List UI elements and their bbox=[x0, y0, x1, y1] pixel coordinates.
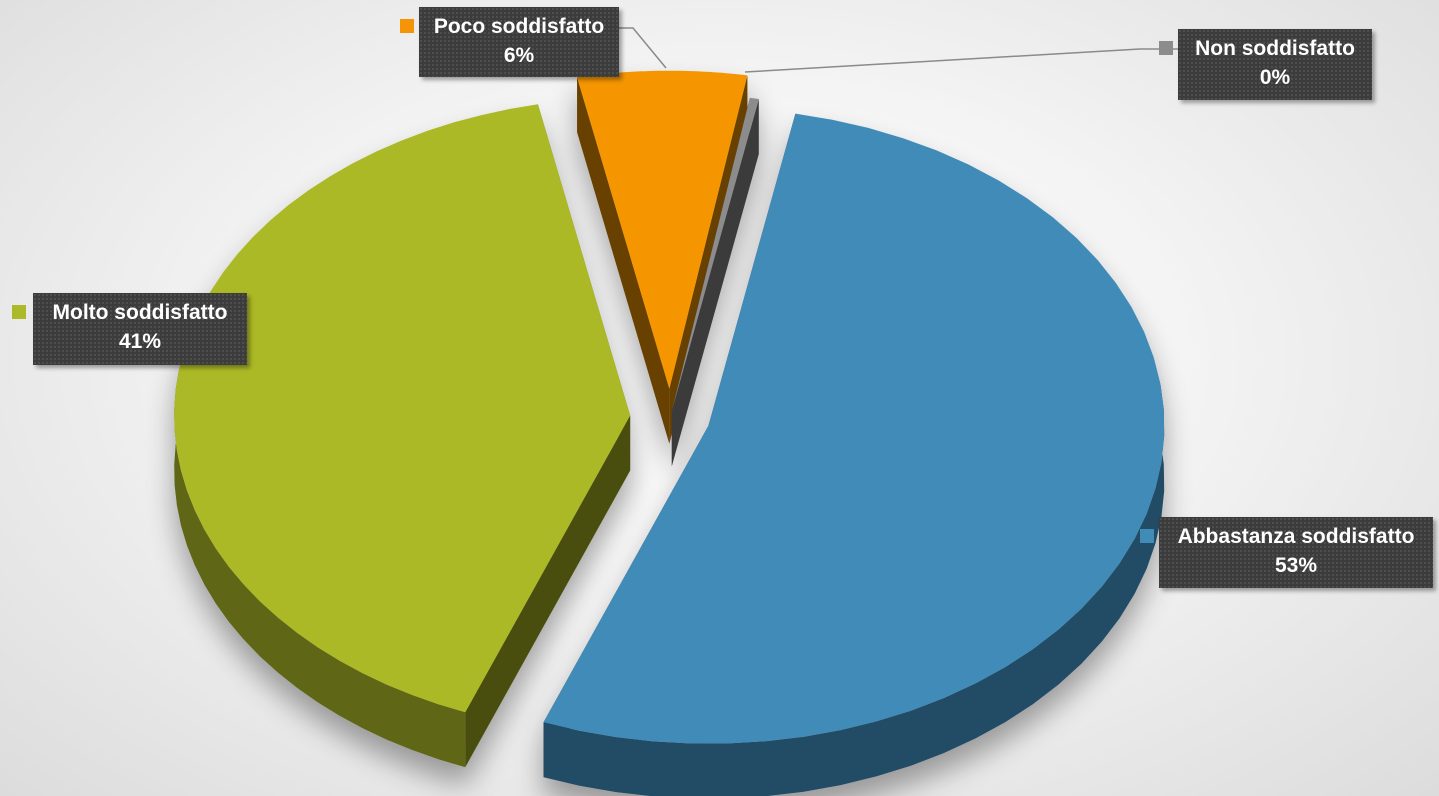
pie-slice-non-soddisfatto-top bbox=[671, 97, 759, 412]
pie-slice-molto-soddisfatto bbox=[174, 104, 631, 768]
legend-key-abbastanza-soddisfatto bbox=[1140, 529, 1154, 543]
legend-key-molto-soddisfatto bbox=[12, 305, 26, 319]
data-label-poco-soddisfatto-name: Poco soddisfatto bbox=[433, 15, 605, 38]
data-label-non-soddisfatto: Non soddisfatto 0% bbox=[1178, 29, 1372, 100]
legend-key-poco-soddisfatto bbox=[400, 19, 414, 33]
leader-lines bbox=[619, 27, 1178, 73]
leader-line-poco-soddisfatto bbox=[619, 27, 667, 69]
pie-slice-poco-soddisfatto-side bbox=[577, 77, 670, 444]
pie-slice-molto-soddisfatto-side bbox=[465, 415, 631, 768]
data-label-molto-soddisfatto-name: Molto soddisfatto bbox=[52, 301, 228, 324]
pie-slice-poco-soddisfatto-top bbox=[577, 70, 748, 389]
data-label-abbastanza-soddisfatto-percent: 53% bbox=[1274, 554, 1318, 577]
pie-slice-abbastanza-soddisfatto-top bbox=[543, 113, 1165, 744]
pie-body bbox=[174, 70, 1165, 796]
data-label-abbastanza-soddisfatto: Abbastanza soddisfatto 53% bbox=[1159, 517, 1433, 588]
data-label-non-soddisfatto-name: Non soddisfatto bbox=[1195, 37, 1355, 60]
data-label-non-soddisfatto-percent: 0% bbox=[1259, 66, 1291, 89]
pie-slice-non-soddisfatto-side bbox=[671, 98, 759, 467]
data-label-abbastanza-soddisfatto-name: Abbastanza soddisfatto bbox=[1177, 525, 1415, 548]
leader-line-non-soddisfatto bbox=[744, 48, 1178, 73]
legend-key-non-soddisfatto bbox=[1159, 41, 1173, 55]
pie-slice-molto-soddisfatto-top bbox=[174, 104, 631, 713]
pie-slice-abbastanza-soddisfatto-rim bbox=[543, 383, 1165, 796]
data-label-poco-soddisfatto: Poco soddisfatto 6% bbox=[419, 7, 619, 77]
pie-slice-non-soddisfatto bbox=[671, 97, 759, 467]
pie-slice-abbastanza-soddisfatto bbox=[543, 113, 1165, 796]
data-label-molto-soddisfatto-percent: 41% bbox=[118, 330, 162, 353]
data-label-poco-soddisfatto-percent: 6% bbox=[503, 44, 535, 67]
pie-slice-molto-soddisfatto-rim bbox=[174, 369, 466, 768]
data-label-molto-soddisfatto: Molto soddisfatto 41% bbox=[33, 293, 247, 365]
